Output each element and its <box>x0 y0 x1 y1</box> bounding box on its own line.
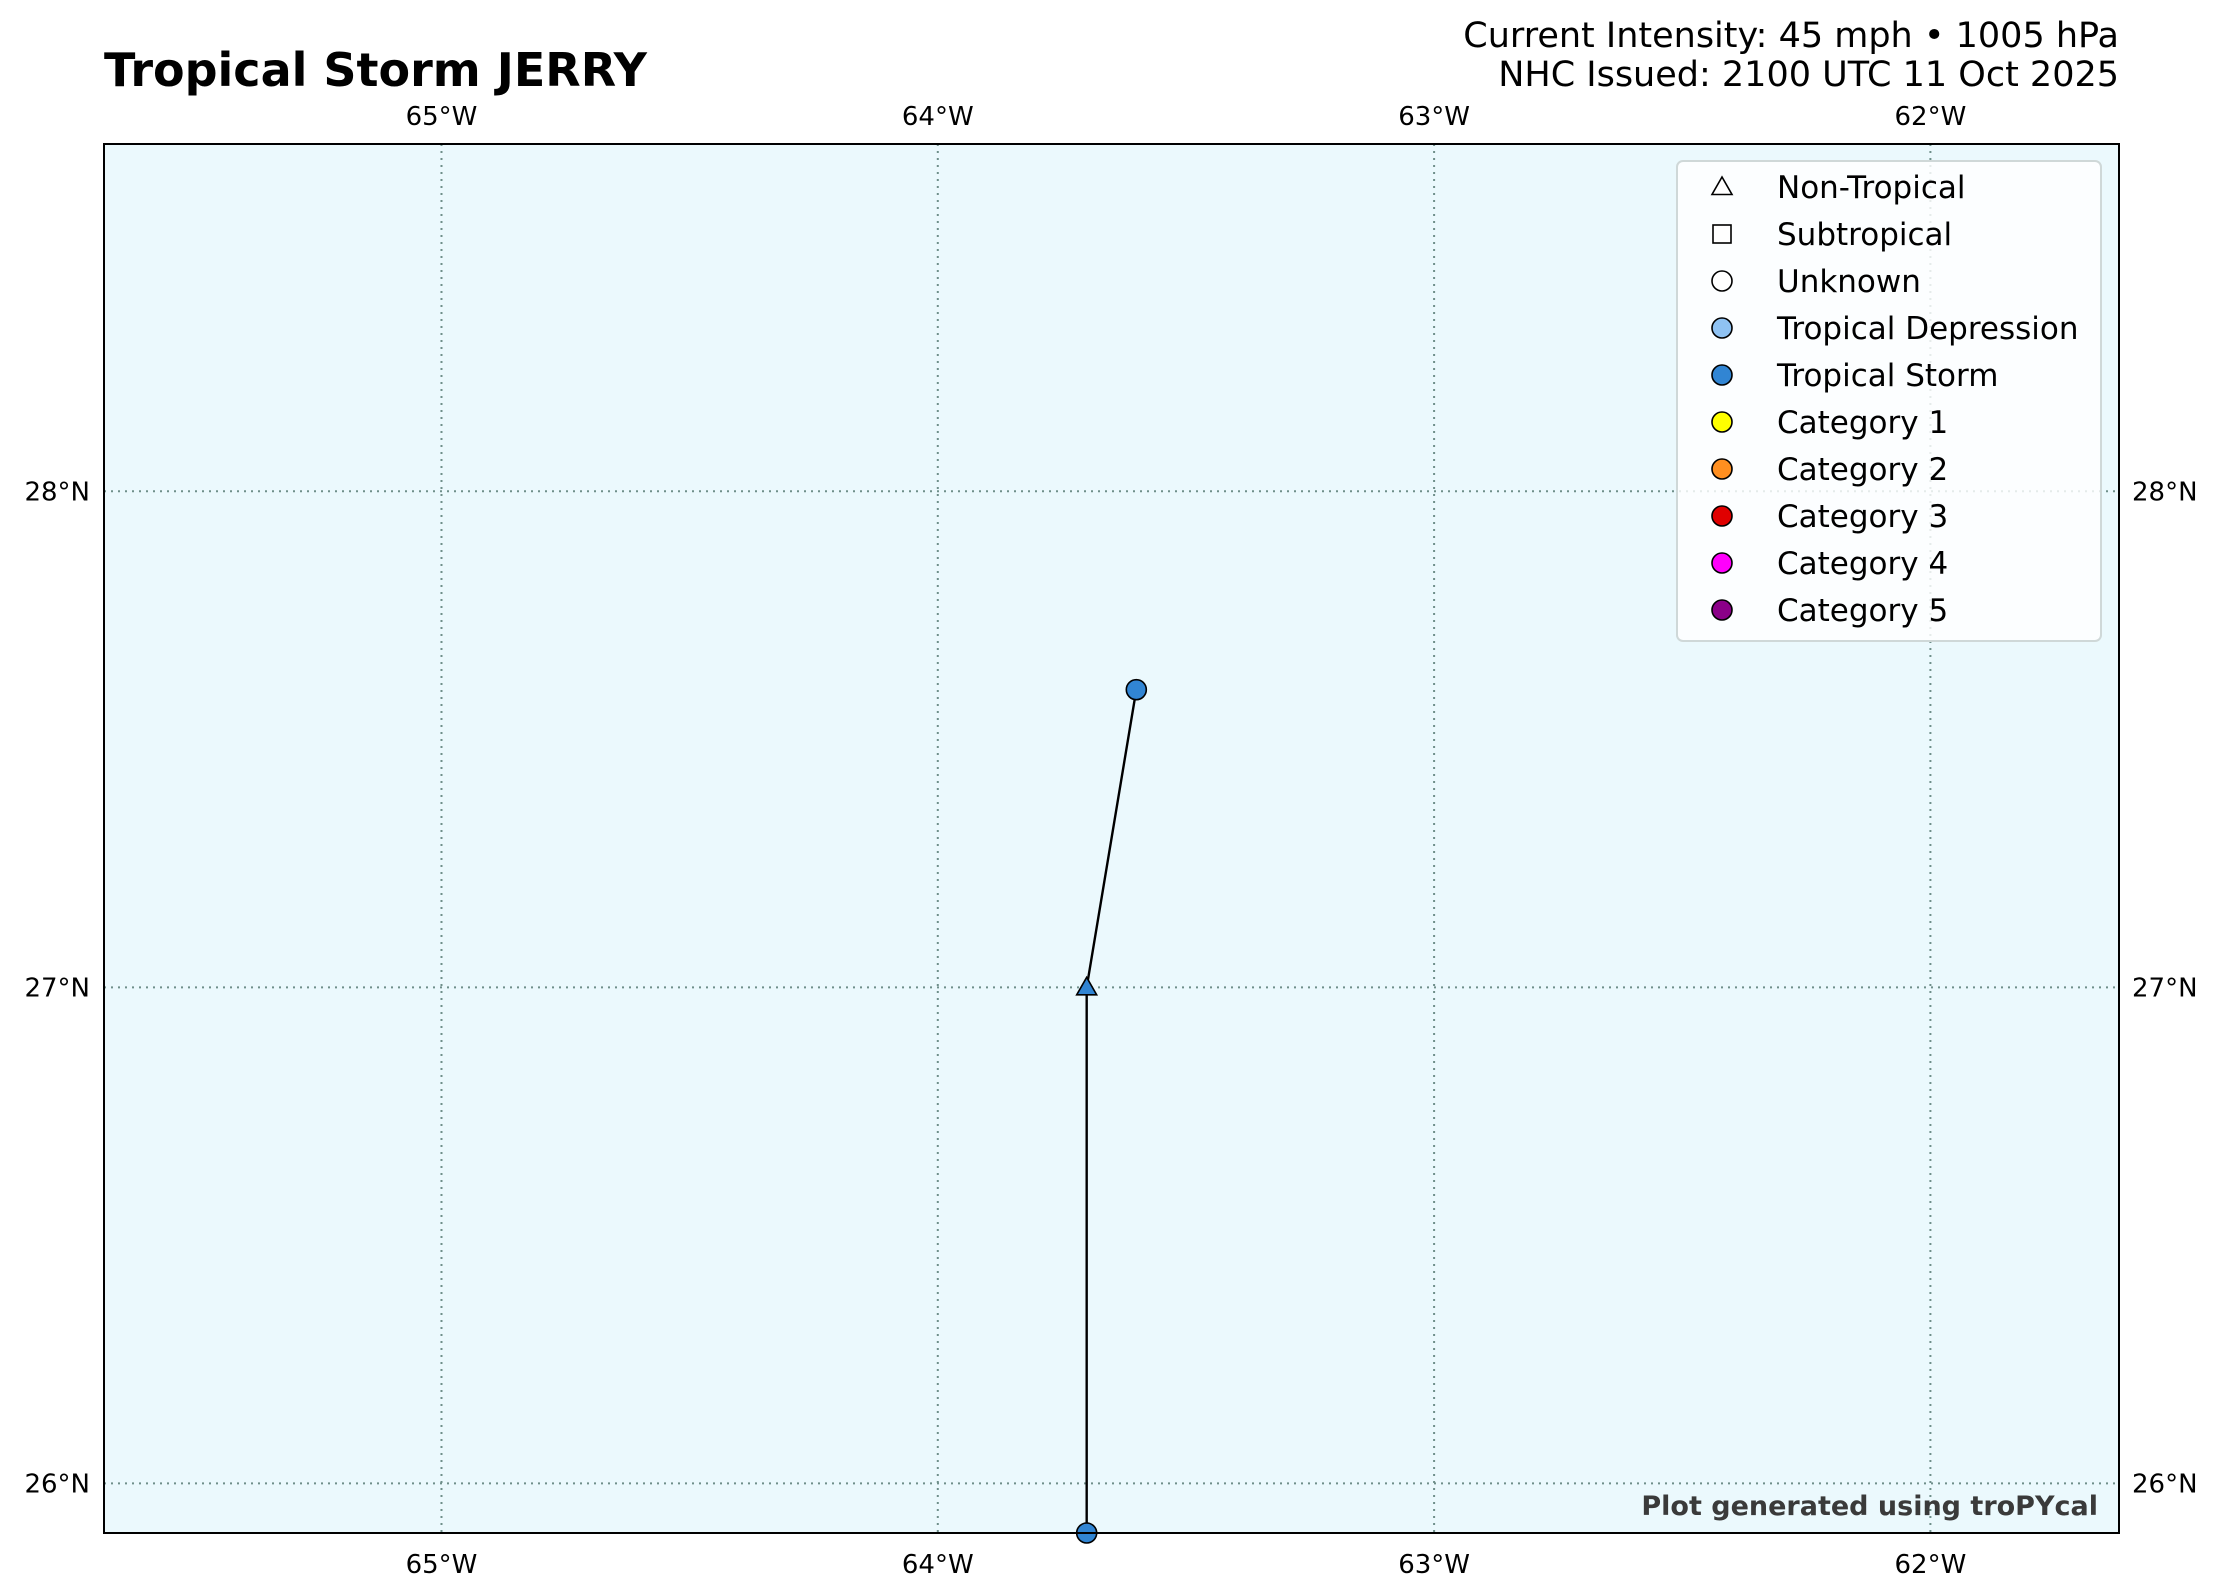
track-point <box>1075 975 1099 996</box>
lon-tick-label-bottom: 62°W <box>1895 1550 1967 1580</box>
legend-marker <box>1711 458 1733 480</box>
legend-marker <box>1711 599 1733 621</box>
legend-label: Category 5 <box>1777 593 1948 629</box>
legend-label: Tropical Depression <box>1776 311 2079 347</box>
lon-tick-label-bottom: 65°W <box>406 1550 478 1580</box>
nhc-issued-label: NHC Issued: 2100 UTC 11 Oct 2025 <box>1498 55 2119 95</box>
lon-tick-label-top: 65°W <box>406 102 478 132</box>
lat-tick-label-right: 28°N <box>2132 477 2198 507</box>
lon-tick-label-top: 62°W <box>1895 102 1967 132</box>
credit-label: Plot generated using troPYcal <box>1641 1491 2098 1522</box>
legend-marker <box>1711 552 1733 574</box>
lon-tick-label-top: 63°W <box>1398 102 1470 132</box>
legend-marker <box>1710 175 1734 196</box>
legend-label: Tropical Storm <box>1776 358 1998 394</box>
map-frame <box>103 143 2120 1534</box>
lat-tick-label-left: 26°N <box>24 1469 90 1499</box>
legend-marker <box>1711 317 1733 339</box>
legend-marker <box>1711 411 1733 433</box>
map-title: Tropical Storm JERRY <box>104 43 648 97</box>
legend-marker <box>1712 224 1732 244</box>
lon-tick-label-bottom: 63°W <box>1398 1550 1470 1580</box>
legend-label: Subtropical <box>1777 217 1952 253</box>
track-point <box>1125 678 1148 701</box>
lat-tick-label-right: 27°N <box>2132 973 2198 1003</box>
legend-label: Category 1 <box>1777 405 1948 441</box>
legend-box <box>1676 160 2102 642</box>
legend-label: Category 4 <box>1777 546 1948 582</box>
lat-tick-label-left: 28°N <box>24 477 90 507</box>
coordinate-tick-labels: 65°W 65°W 64°W 64°W 63°W 63°W 62°W 62°W 26°N 26°N… <box>24 102 2197 1580</box>
lon-tick-label-top: 64°W <box>902 102 974 132</box>
lat-tick-label-left: 27°N <box>24 973 90 1003</box>
lon-tick-label-bottom: 64°W <box>902 1550 974 1580</box>
legend-label: Category 3 <box>1777 499 1948 535</box>
legend-marker <box>1711 505 1733 527</box>
legend: Non-Tropical Subtropical Unknown Tropical D… <box>1676 160 2102 642</box>
legend-marker <box>1711 364 1733 386</box>
lat-tick-label-right: 26°N <box>2132 1469 2198 1499</box>
legend-label: Unknown <box>1777 264 1921 300</box>
legend-label: Non-Tropical <box>1777 170 1966 206</box>
current-intensity-label: Current Intensity: 45 mph • 1005 hPa <box>1463 16 2119 56</box>
legend-label: Category 2 <box>1777 452 1948 488</box>
legend-marker <box>1711 270 1733 292</box>
